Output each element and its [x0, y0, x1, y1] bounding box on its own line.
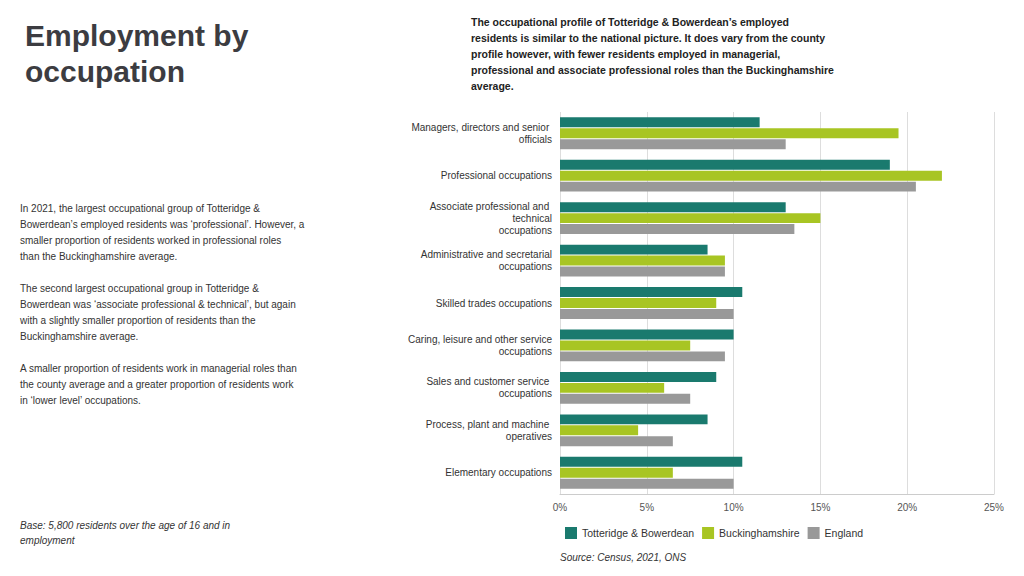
svg-text:Process, plant and machine: Process, plant and machine	[426, 419, 552, 430]
svg-text:20%: 20%	[897, 502, 917, 513]
svg-text:the county average and a great: the county average and a greater proport…	[20, 379, 294, 390]
svg-text:A smaller proportion of reside: A smaller proportion of residents work i…	[20, 363, 297, 374]
svg-text:Administrative and secretarial: Administrative and secretarial	[421, 249, 552, 260]
svg-text:occupations: occupations	[499, 388, 552, 399]
svg-text:Bowerdean was ‘associate profe: Bowerdean was ‘associate professional & …	[20, 299, 296, 310]
svg-text:residents is similar to the na: residents is similar to the national pic…	[471, 32, 825, 44]
svg-text:Associate professional and: Associate professional and	[430, 201, 552, 212]
svg-text:Elementary occupations: Elementary occupations	[445, 467, 552, 478]
svg-text:smaller proportion of resident: smaller proportion of residents worked i…	[20, 235, 281, 246]
svg-text:employment: employment	[20, 535, 76, 546]
svg-text:operatives: operatives	[506, 431, 552, 442]
svg-text:Professional occupations: Professional occupations	[441, 170, 552, 181]
svg-text:profile however, with fewer re: profile however, with fewer residents em…	[471, 48, 780, 60]
svg-text:occupations: occupations	[499, 261, 552, 272]
svg-text:technical: technical	[513, 213, 552, 224]
svg-text:Buckinghamshire average.: Buckinghamshire average.	[20, 331, 138, 342]
svg-text:Skilled trades occupations: Skilled trades occupations	[436, 298, 552, 309]
svg-text:Source: Census, 2021, ONS: Source: Census, 2021, ONS	[560, 552, 687, 563]
svg-text:in ‘lower level’ occupations.: in ‘lower level’ occupations.	[20, 395, 141, 406]
svg-text:occupations: occupations	[499, 346, 552, 357]
svg-text:Bowerdean’s employed residents: Bowerdean’s employed residents was ‘prof…	[20, 219, 305, 230]
svg-text:Sales and customer service: Sales and customer service	[426, 376, 552, 387]
svg-text:Base: 5,800 residents over the: Base: 5,800 residents over the age of 16…	[20, 520, 231, 531]
svg-text:The occupational profile of To: The occupational profile of Totteridge &…	[471, 16, 789, 28]
svg-text:The second largest occupationa: The second largest occupational group in…	[20, 283, 259, 294]
svg-text:In 2021, the largest occupatio: In 2021, the largest occupational group …	[20, 203, 260, 214]
svg-text:than the Buckinghamshire avera: than the Buckinghamshire average.	[20, 251, 177, 262]
svg-text:occupation: occupation	[25, 55, 185, 88]
svg-text:England: England	[825, 527, 864, 539]
svg-text:occupations: occupations	[499, 225, 552, 236]
svg-text:Managers, directors and senior: Managers, directors and senior	[411, 122, 552, 133]
svg-text:Employment by: Employment by	[25, 19, 249, 52]
svg-text:10%: 10%	[724, 502, 744, 513]
svg-text:Buckinghamshire: Buckinghamshire	[719, 527, 800, 539]
svg-text:0%: 0%	[553, 502, 568, 513]
svg-text:15%: 15%	[810, 502, 830, 513]
svg-text:5%: 5%	[640, 502, 655, 513]
svg-text:Totteridge & Bowerdean: Totteridge & Bowerdean	[582, 527, 694, 539]
svg-text:with a slightly smaller propor: with a slightly smaller proportion of re…	[19, 315, 256, 326]
svg-text:average.: average.	[471, 80, 514, 92]
svg-text:officials: officials	[519, 134, 552, 145]
svg-text:professional and associate pro: professional and associate professional …	[471, 64, 834, 76]
svg-text:25%: 25%	[984, 502, 1004, 513]
svg-text:Caring, leisure and other serv: Caring, leisure and other service	[408, 334, 552, 345]
